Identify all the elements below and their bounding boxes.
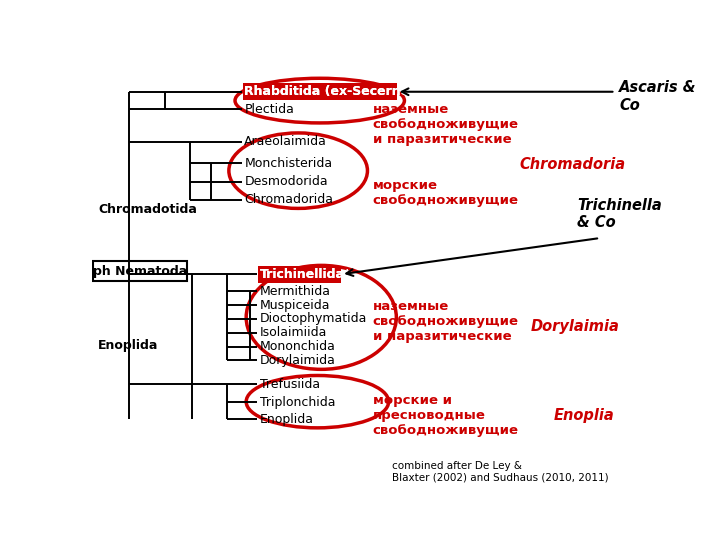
Text: Enoplida: Enoplida: [98, 339, 158, 353]
Text: Isolaimiida: Isolaimiida: [260, 326, 327, 339]
Text: Dioctophymatida: Dioctophymatida: [260, 313, 367, 326]
FancyBboxPatch shape: [243, 83, 397, 100]
Text: Chromadotida: Chromadotida: [98, 203, 197, 216]
Text: наземные
свободноживущие
и паразитические: наземные свободноживущие и паразитически…: [373, 300, 519, 343]
Text: Trefusiida: Trefusiida: [260, 378, 320, 391]
Text: наземные
свободноживущие
и паразитические: наземные свободноживущие и паразитически…: [373, 103, 519, 146]
Text: Enoplida: Enoplida: [260, 413, 314, 426]
Text: Plectida: Plectida: [244, 103, 294, 116]
Text: Mononchida: Mononchida: [260, 340, 336, 353]
Text: Rhabditida (ex-Secernentia): Rhabditida (ex-Secernentia): [244, 85, 443, 98]
Text: Mermithida: Mermithida: [260, 285, 330, 298]
Text: combined after De Ley &
Blaxter (2002) and Sudhaus (2010, 2011): combined after De Ley & Blaxter (2002) a…: [392, 461, 608, 483]
Text: морские
свободноживущие: морские свободноживущие: [373, 179, 519, 207]
Text: ph Nematoda: ph Nematoda: [93, 265, 187, 278]
FancyBboxPatch shape: [258, 266, 341, 283]
Text: морские и
пресноводные
свободноживущие: морские и пресноводные свободноживущие: [373, 394, 519, 437]
Text: Triplonchida: Triplonchida: [260, 396, 336, 409]
Text: Chromadorida: Chromadorida: [244, 193, 333, 206]
Text: Trichinellida*: Trichinellida*: [260, 268, 351, 281]
Text: Chromadoria: Chromadoria: [519, 157, 625, 172]
Text: Dorylaimida: Dorylaimida: [260, 354, 336, 367]
Text: Ascaris &
Co: Ascaris & Co: [619, 80, 697, 113]
Text: Enoplia: Enoplia: [554, 408, 615, 423]
Text: Araeolaimida: Araeolaimida: [244, 136, 327, 148]
Text: Rhabditida (ex-Secernentia): Rhabditida (ex-Secernentia): [244, 85, 443, 98]
Text: Muspiceida: Muspiceida: [260, 299, 330, 312]
Text: Monchisterida: Monchisterida: [244, 157, 333, 170]
Text: Trichinella
& Co: Trichinella & Co: [577, 198, 662, 231]
Text: Trichinellida*: Trichinellida*: [260, 268, 351, 281]
FancyBboxPatch shape: [94, 261, 187, 281]
Text: Dorylaimia: Dorylaimia: [531, 319, 620, 334]
Text: Desmodorida: Desmodorida: [244, 176, 328, 188]
